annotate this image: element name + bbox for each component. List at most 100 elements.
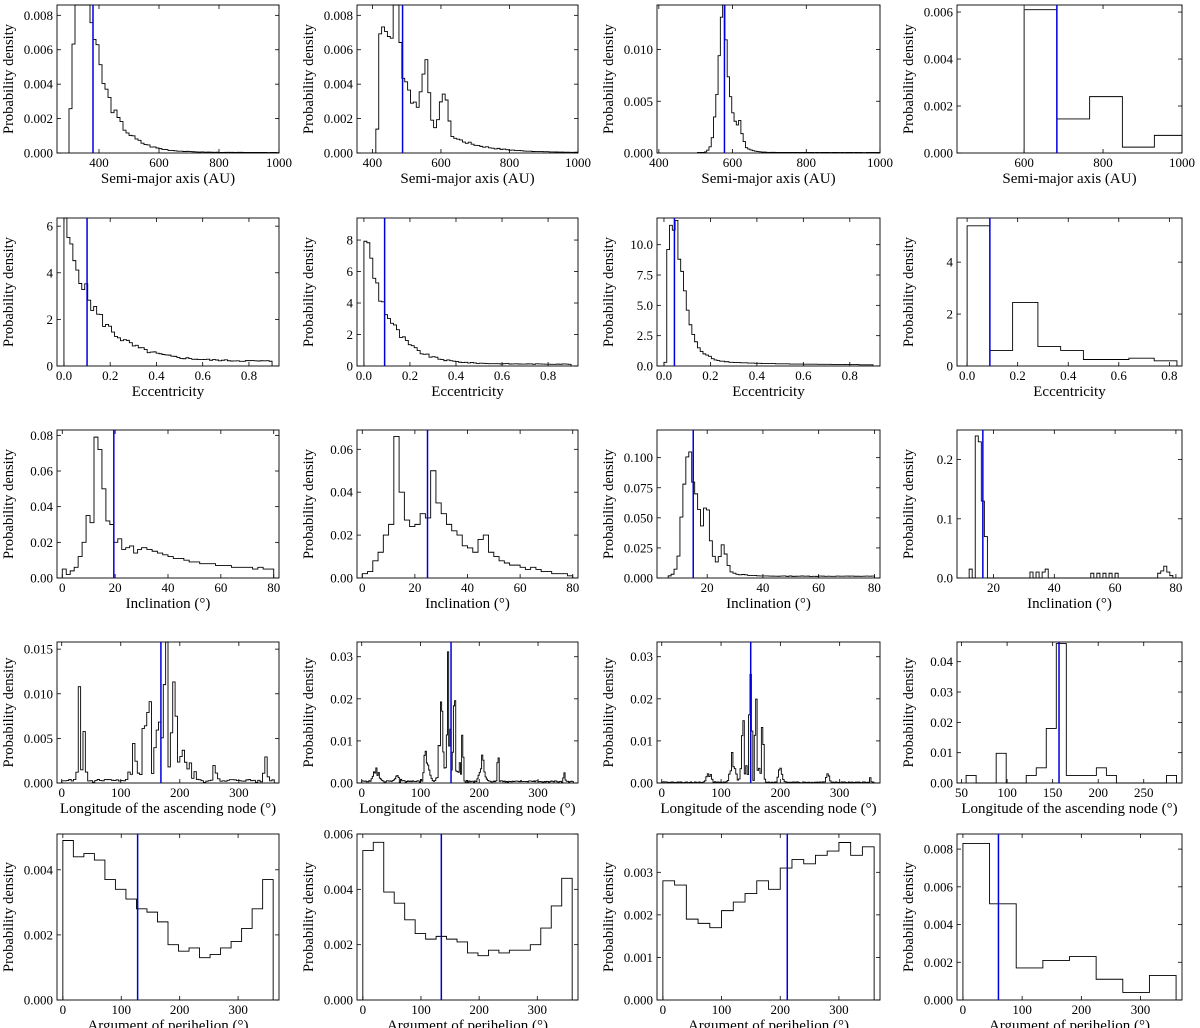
x-tick-label: 0.2 xyxy=(102,368,118,383)
y-tick-label: 0.000 xyxy=(624,993,653,1008)
y-tick-label: 5.0 xyxy=(637,298,653,313)
y-tick-label: 0.006 xyxy=(324,827,354,842)
y-tick-label: 0.002 xyxy=(324,937,353,952)
x-tick-label: 150 xyxy=(1043,785,1063,800)
panel-e1: 0.0 0.2 0.4 0.6 0.8 0 2 4 6 Eccentricity Probabili… xyxy=(1,217,280,400)
y-tick-label: 0.004 xyxy=(24,862,54,877)
histogram-series xyxy=(968,435,1176,579)
y-tick-label: 0.01 xyxy=(330,733,353,748)
x-axis-label: Inclination (°) xyxy=(726,596,811,612)
x-tick-label: 60 xyxy=(812,580,825,595)
y-tick-label: 2 xyxy=(347,327,354,342)
y-axis-label: Probability density xyxy=(901,861,917,972)
histogram-series xyxy=(363,240,572,366)
y-tick-label: 6 xyxy=(47,219,54,234)
x-tick-label: 100 xyxy=(111,785,131,800)
y-tick-label: 0.004 xyxy=(924,52,954,67)
x-tick-label: 80 xyxy=(1169,580,1182,595)
y-tick-label: 4 xyxy=(47,265,54,280)
x-axis-label: Argument of perihelion (°) xyxy=(688,1018,849,1028)
y-axis-label: Probability density xyxy=(901,657,917,768)
panel-l3: 0 100 200 300 0.00 0.01 0.02 0.03 Longitude of t… xyxy=(601,641,881,817)
x-tick-label: 0.4 xyxy=(148,368,165,383)
x-tick-label: 60 xyxy=(514,580,527,595)
x-tick-label: 0.0 xyxy=(56,368,72,383)
x-tick-label: 100 xyxy=(411,1002,431,1017)
histogram-series xyxy=(962,842,1177,1000)
y-tick-label: 0.015 xyxy=(24,642,53,657)
x-tick-label: 0 xyxy=(58,785,65,800)
histogram-series xyxy=(662,842,875,1000)
x-tick-label: 20 xyxy=(408,580,421,595)
y-tick-label: 0.005 xyxy=(624,94,653,109)
x-tick-label: 600 xyxy=(431,155,451,170)
y-tick-label: 0.0 xyxy=(637,359,653,374)
y-tick-label: 0.000 xyxy=(624,571,653,586)
x-tick-label: 0.8 xyxy=(1161,368,1177,383)
x-tick-label: 0.0 xyxy=(356,368,372,383)
panel-l1: 0 100 200 300 0.000 0.005 0.010 0.015 Longitude … xyxy=(1,641,280,817)
y-tick-label: 0.06 xyxy=(30,464,53,479)
x-tick-label: 40 xyxy=(1048,580,1061,595)
x-tick-label: 300 xyxy=(829,1002,849,1017)
y-axis-label: Probability density xyxy=(1,23,17,134)
y-tick-label: 0.001 xyxy=(624,950,653,965)
histogram-series xyxy=(61,641,275,783)
y-axis-label: Probability density xyxy=(1,861,17,972)
x-tick-label: 1000 xyxy=(266,155,292,170)
y-tick-label: 4 xyxy=(347,296,354,311)
x-tick-label: 600 xyxy=(1014,155,1034,170)
x-axis-label: Longitude of the ascending node (°) xyxy=(961,801,1177,817)
panel-i3: 20 40 60 80 0.000 0.025 0.050 0.075 0.100 Inclina… xyxy=(601,429,881,612)
y-tick-label: 0.003 xyxy=(624,865,653,880)
y-tick-label: 0.02 xyxy=(330,528,353,543)
y-tick-label: 0.000 xyxy=(924,993,953,1008)
y-tick-label: 0.100 xyxy=(624,450,653,465)
y-tick-label: 0.002 xyxy=(924,99,953,114)
plot-frame xyxy=(956,429,1183,579)
x-tick-label: 200 xyxy=(470,785,490,800)
plot-frame xyxy=(656,641,881,784)
x-axis-label: Semi-major axis (AU) xyxy=(701,171,835,187)
y-axis-label: Probability density xyxy=(601,448,617,559)
x-tick-label: 60 xyxy=(1109,580,1122,595)
y-tick-label: 0.002 xyxy=(24,111,53,126)
y-tick-label: 0.002 xyxy=(924,955,953,970)
x-tick-label: 0.6 xyxy=(195,368,212,383)
y-tick-label: 0.006 xyxy=(324,42,354,57)
y-tick-label: 0.050 xyxy=(624,510,653,525)
plot-frame xyxy=(356,833,579,1001)
histogram-series xyxy=(697,4,881,153)
panel-i2: 0 20 40 60 80 0.00 0.02 0.04 0.06 Inclination (°)… xyxy=(301,429,579,612)
y-tick-label: 0.005 xyxy=(24,731,53,746)
panel-e2: 0.0 0.2 0.4 0.6 0.8 0 2 4 6 8 Eccentricity Probabil… xyxy=(301,217,579,400)
y-axis-label: Probability density xyxy=(901,448,917,559)
x-axis-label: Longitude of the ascending node (°) xyxy=(359,801,575,817)
x-tick-label: 0.6 xyxy=(1111,368,1128,383)
panel-w4: 0 100 200 300 0.000 0.002 0.004 0.006 0.008 Argum… xyxy=(901,833,1183,1028)
x-tick-label: 0.0 xyxy=(959,368,975,383)
x-tick-label: 0.4 xyxy=(448,368,465,383)
x-tick-label: 200 xyxy=(1088,785,1108,800)
x-tick-label: 200 xyxy=(770,1002,790,1017)
y-tick-label: 2 xyxy=(47,312,54,327)
y-tick-label: 0.000 xyxy=(324,146,353,161)
x-axis-label: Semi-major axis (AU) xyxy=(101,171,235,187)
y-axis-label: Probability density xyxy=(601,23,617,134)
x-tick-label: 20 xyxy=(701,580,714,595)
plot-frame xyxy=(656,833,881,1001)
y-tick-label: 0 xyxy=(347,359,354,374)
x-tick-label: 20 xyxy=(987,580,1000,595)
y-axis-label: Probability density xyxy=(601,657,617,768)
x-tick-label: 1000 xyxy=(867,155,893,170)
histogram-series xyxy=(362,841,573,1000)
y-tick-label: 0.004 xyxy=(24,77,54,92)
y-tick-label: 0.03 xyxy=(930,685,953,700)
histogram-series xyxy=(375,4,579,153)
x-tick-label: 600 xyxy=(723,155,743,170)
panel-l2: 0 100 200 300 0.00 0.01 0.02 0.03 Longitude of t… xyxy=(301,641,579,817)
y-tick-label: 0.000 xyxy=(624,146,653,161)
y-axis-label: Probability density xyxy=(1,236,17,347)
y-tick-label: 0.00 xyxy=(930,776,953,791)
panel-w3: 0 100 200 300 0.000 0.001 0.002 0.003 Argument o… xyxy=(601,833,881,1028)
